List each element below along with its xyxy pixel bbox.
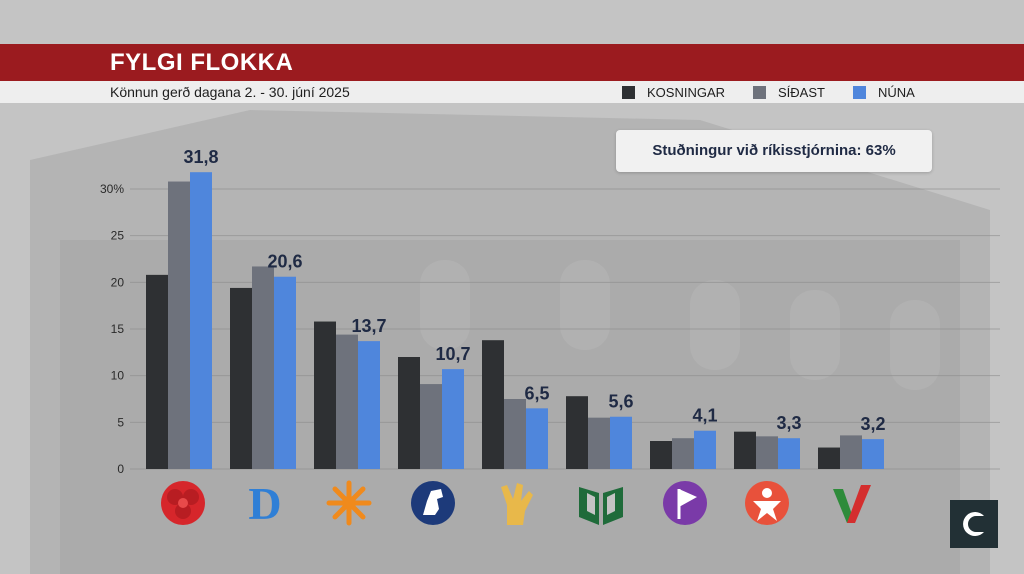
bar-kosningar [566, 396, 588, 469]
legend-swatch-sidast [753, 86, 767, 99]
check-v-icon [833, 485, 871, 523]
legend-item-sidast: SÍÐAST [753, 85, 825, 100]
y-tick-label: 15 [111, 322, 125, 336]
bar-kosningar [314, 321, 336, 469]
bar-kosningar [146, 274, 168, 469]
bar-síðast [672, 438, 694, 469]
book-icon [579, 487, 623, 525]
bar-núna [526, 408, 548, 469]
d-letter-icon: D [248, 478, 281, 529]
legend: KOSNINGAR SÍÐAST NÚNA [622, 85, 943, 100]
bar-kosningar [734, 431, 756, 469]
hand-icon [501, 483, 533, 525]
legend-item-kosningar: KOSNINGAR [622, 85, 725, 100]
y-axis-ticks: 0 5 10 15 20 25 30% [100, 182, 124, 476]
bar-síðast [588, 417, 610, 469]
data-label: 13,7 [351, 316, 386, 336]
bar-núna [190, 172, 212, 469]
bar-núna [610, 416, 632, 469]
bar-núna [442, 369, 464, 469]
bar-síðast [504, 399, 526, 469]
data-label: 10,7 [435, 344, 470, 364]
person-star-icon [745, 481, 789, 525]
bar-kosningar [398, 357, 420, 469]
bar-kosningar [650, 441, 672, 469]
bar-núna [862, 439, 884, 469]
party-icons: D [161, 478, 871, 529]
data-label: 5,6 [608, 392, 633, 412]
bar-núna [274, 276, 296, 469]
bar-síðast [840, 435, 862, 469]
legend-label-nuna: NÚNA [877, 85, 915, 100]
data-label: 20,6 [267, 252, 302, 272]
y-tick-label: 20 [111, 275, 125, 289]
legend-swatch-nuna [852, 86, 866, 99]
bar-kosningar [230, 287, 252, 469]
bar-kosningar [818, 447, 840, 469]
y-tick-label: 10 [111, 369, 125, 383]
horse-icon [411, 481, 455, 525]
y-tick-label: 25 [111, 229, 125, 243]
legend-label-kosningar: KOSNINGAR [647, 85, 726, 100]
bar-núna [778, 438, 800, 469]
y-tick-label: 5 [117, 415, 124, 429]
bar-síðast [420, 384, 442, 469]
support-annotation: Stuðningur við ríkisstjórnina: 63% [616, 130, 932, 172]
bar-núna [694, 430, 716, 469]
sun-icon [326, 480, 372, 526]
bar-kosningar [482, 340, 504, 469]
subtitle-bar: Könnun gerð dagana 2. - 30. júní 2025 KO… [0, 81, 1024, 103]
data-label: 31,8 [183, 147, 218, 167]
data-labels: 31,8 20,6 13,7 10,7 6,5 5,6 4,1 3,3 3,2 [183, 147, 885, 434]
legend-swatch-kosningar [622, 86, 635, 99]
y-tick-label: 0 [117, 462, 124, 476]
data-label: 3,3 [776, 413, 801, 433]
bar-núna [358, 341, 380, 469]
bar-síðast [336, 334, 358, 469]
bars [146, 172, 884, 470]
y-tick-label: 30% [100, 182, 124, 196]
rose-icon [161, 481, 205, 525]
data-label: 3,2 [860, 414, 885, 434]
chart-title: FYLGI FLOKKA [110, 49, 294, 76]
data-label: 6,5 [524, 383, 549, 403]
logo-icon [963, 512, 984, 536]
broadcaster-logo [950, 500, 998, 548]
chart-subtitle: Könnun gerð dagana 2. - 30. júní 2025 [110, 84, 350, 100]
legend-item-nuna: NÚNA [852, 85, 915, 100]
pirate-flag-icon [663, 481, 707, 525]
bar-síðast [168, 181, 190, 470]
bar-síðast [756, 436, 778, 469]
support-text: Stuðningur við ríkisstjórnina: 63% [652, 142, 896, 159]
bar-síðast [252, 266, 274, 469]
svg-text:D: D [248, 478, 281, 529]
title-bar: FYLGI FLOKKA [0, 44, 1024, 81]
legend-label-sidast: SÍÐAST [778, 85, 825, 100]
data-label: 4,1 [692, 406, 717, 426]
